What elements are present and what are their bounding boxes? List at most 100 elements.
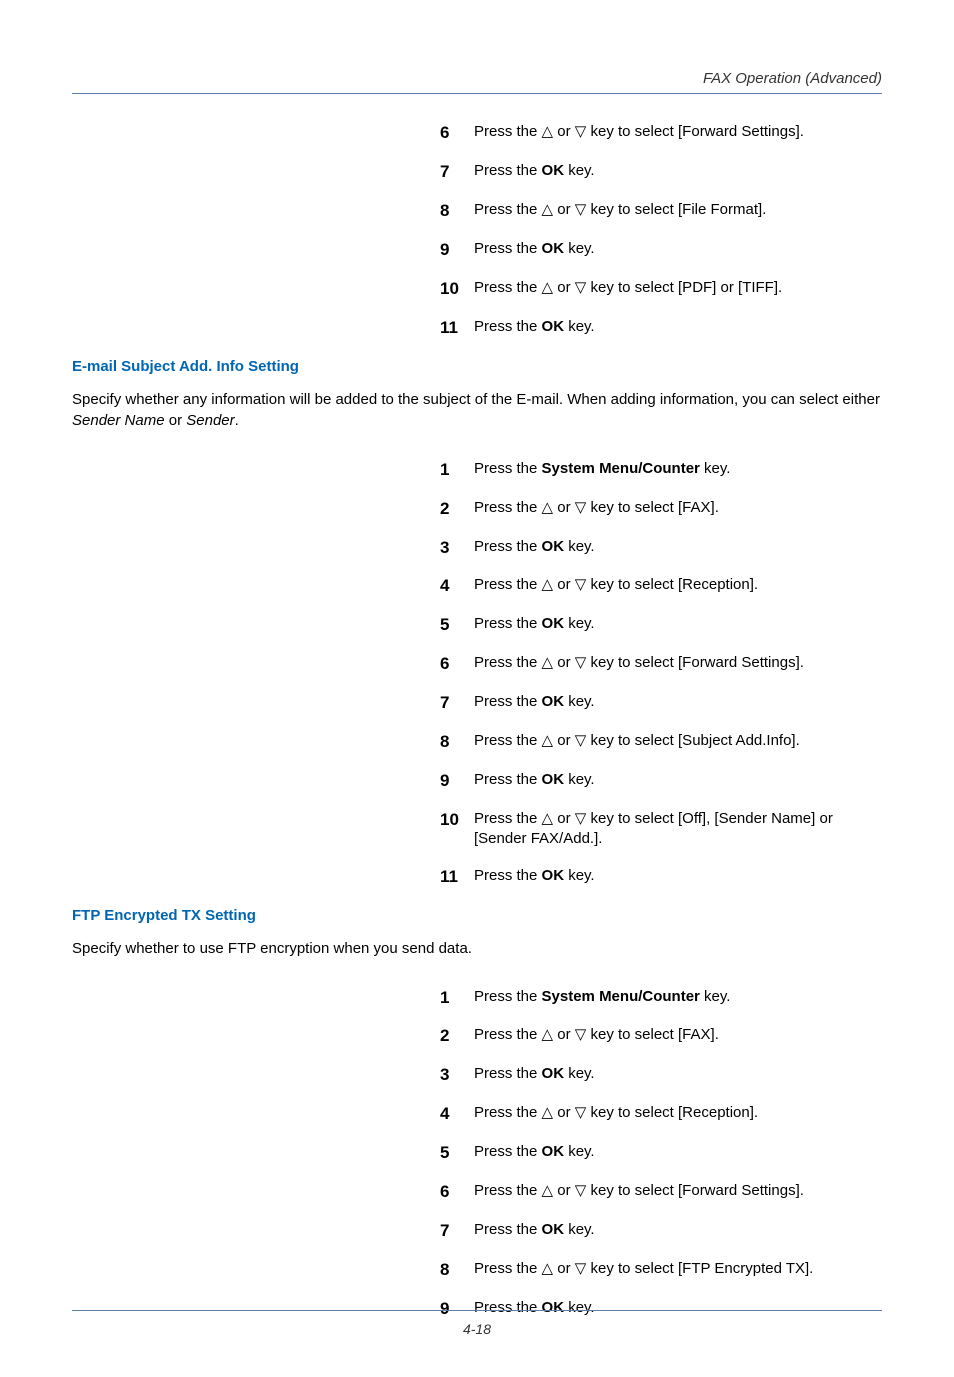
header-title: FAX Operation (Advanced) [72, 70, 882, 87]
body-text: . [235, 412, 239, 429]
step-text: Press the △ or ▽ key to select [Subject … [474, 731, 800, 751]
step-text: Press the System Menu/Counter key. [474, 987, 730, 1007]
step-number: 1 [440, 987, 474, 1010]
up-triangle-icon: △ [542, 575, 554, 595]
step-text: Press the △ or ▽ key to select [FAX]. [474, 498, 719, 518]
step-row: 4Press the △ or ▽ key to select [Recepti… [440, 575, 882, 598]
step-number: 4 [440, 575, 474, 598]
step-row: 5Press the OK key. [440, 1142, 882, 1165]
section-heading-ftp: FTP Encrypted TX Setting [72, 907, 882, 924]
step-number: 1 [440, 459, 474, 482]
down-triangle-icon: ▽ [575, 1103, 587, 1123]
step-text: Press the △ or ▽ key to select [FTP Encr… [474, 1259, 813, 1279]
up-triangle-icon: △ [542, 809, 554, 829]
step-text: Press the △ or ▽ key to select [Forward … [474, 1181, 804, 1201]
up-triangle-icon: △ [542, 1103, 554, 1123]
step-number: 6 [440, 653, 474, 676]
step-text: Press the △ or ▽ key to select [Forward … [474, 122, 804, 142]
step-number: 3 [440, 537, 474, 560]
step-row: 9Press the OK key. [440, 770, 882, 793]
body-text: Specify whether any information will be … [72, 391, 880, 408]
section-heading-email: E-mail Subject Add. Info Setting [72, 358, 882, 375]
step-row: 1Press the System Menu/Counter key. [440, 987, 882, 1010]
step-row: 9Press the OK key. [440, 239, 882, 262]
step-number: 7 [440, 692, 474, 715]
down-triangle-icon: ▽ [575, 1181, 587, 1201]
step-number: 2 [440, 498, 474, 521]
down-triangle-icon: ▽ [575, 200, 587, 220]
step-row: 7Press the OK key. [440, 692, 882, 715]
up-triangle-icon: △ [542, 122, 554, 142]
header-rule [72, 93, 882, 94]
up-triangle-icon: △ [542, 1259, 554, 1279]
step-row: 2Press the △ or ▽ key to select [FAX]. [440, 1025, 882, 1048]
step-row: 6Press the △ or ▽ key to select [Forward… [440, 122, 882, 145]
step-number: 9 [440, 239, 474, 262]
section-body-ftp: Specify whether to use FTP encryption wh… [72, 938, 882, 959]
step-row: 3Press the OK key. [440, 1064, 882, 1087]
step-row: 10Press the △ or ▽ key to select [PDF] o… [440, 278, 882, 301]
step-row: 3Press the OK key. [440, 537, 882, 560]
step-number: 10 [440, 809, 474, 832]
step-row: 8Press the △ or ▽ key to select [FTP Enc… [440, 1259, 882, 1282]
up-triangle-icon: △ [542, 731, 554, 751]
step-number: 5 [440, 1142, 474, 1165]
step-list: 1Press the System Menu/Counter key.2Pres… [440, 459, 882, 889]
step-number: 8 [440, 731, 474, 754]
step-list: 1Press the System Menu/Counter key.2Pres… [440, 987, 882, 1321]
step-text: Press the OK key. [474, 866, 595, 886]
up-triangle-icon: △ [542, 498, 554, 518]
step-text: Press the OK key. [474, 317, 595, 337]
step-text: Press the System Menu/Counter key. [474, 459, 730, 479]
step-number: 3 [440, 1064, 474, 1087]
step-text: Press the OK key. [474, 692, 595, 712]
step-row: 2Press the △ or ▽ key to select [FAX]. [440, 498, 882, 521]
step-row: 11Press the OK key. [440, 317, 882, 340]
step-row: 5Press the OK key. [440, 614, 882, 637]
step-text: Press the △ or ▽ key to select [Off], [S… [474, 809, 882, 850]
down-triangle-icon: ▽ [575, 278, 587, 298]
step-text: Press the OK key. [474, 1220, 595, 1240]
down-triangle-icon: ▽ [575, 731, 587, 751]
up-triangle-icon: △ [542, 653, 554, 673]
step-number: 5 [440, 614, 474, 637]
down-triangle-icon: ▽ [575, 575, 587, 595]
step-row: 8Press the △ or ▽ key to select [File Fo… [440, 200, 882, 223]
step-row: 11Press the OK key. [440, 866, 882, 889]
step-text: Press the △ or ▽ key to select [FAX]. [474, 1025, 719, 1045]
step-text: Press the △ or ▽ key to select [Receptio… [474, 575, 758, 595]
step-number: 2 [440, 1025, 474, 1048]
down-triangle-icon: ▽ [575, 653, 587, 673]
page-header: FAX Operation (Advanced) [72, 70, 882, 94]
step-text: Press the OK key. [474, 1142, 595, 1162]
body-text: or [165, 412, 187, 429]
step-number: 8 [440, 200, 474, 223]
step-row: 4Press the △ or ▽ key to select [Recepti… [440, 1103, 882, 1126]
step-text: Press the OK key. [474, 239, 595, 259]
down-triangle-icon: ▽ [575, 498, 587, 518]
step-row: 7Press the OK key. [440, 161, 882, 184]
page-footer: 4-18 [0, 1310, 954, 1337]
step-text: Press the OK key. [474, 1064, 595, 1084]
step-row: 6Press the △ or ▽ key to select [Forward… [440, 1181, 882, 1204]
step-number: 10 [440, 278, 474, 301]
step-number: 9 [440, 770, 474, 793]
step-row: 1Press the System Menu/Counter key. [440, 459, 882, 482]
up-triangle-icon: △ [542, 1181, 554, 1201]
down-triangle-icon: ▽ [575, 122, 587, 142]
step-row: 8Press the △ or ▽ key to select [Subject… [440, 731, 882, 754]
step-number: 8 [440, 1259, 474, 1282]
step-list: 6Press the △ or ▽ key to select [Forward… [440, 122, 882, 340]
step-text: Press the OK key. [474, 770, 595, 790]
page-number: 4-18 [0, 1321, 954, 1337]
step-number: 6 [440, 1181, 474, 1204]
step-row: 7Press the OK key. [440, 1220, 882, 1243]
step-number: 11 [440, 317, 474, 340]
step-number: 7 [440, 1220, 474, 1243]
step-text: Press the OK key. [474, 537, 595, 557]
step-text: Press the △ or ▽ key to select [PDF] or … [474, 278, 782, 298]
step-text: Press the △ or ▽ key to select [Forward … [474, 653, 804, 673]
section-body-email: Specify whether any information will be … [72, 389, 882, 431]
up-triangle-icon: △ [542, 278, 554, 298]
body-em: Sender Name [72, 412, 165, 429]
